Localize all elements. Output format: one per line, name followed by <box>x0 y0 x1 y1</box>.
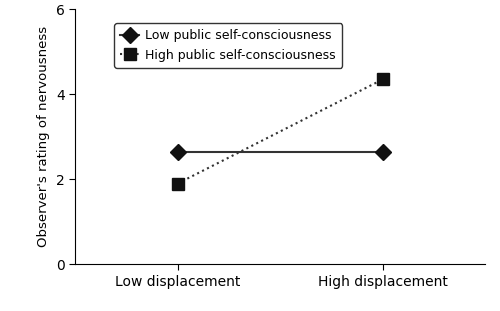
Low public self-consciousness <box>380 150 386 154</box>
Low public self-consciousness <box>174 150 180 154</box>
Legend: Low public self-consciousness, High public self-consciousness: Low public self-consciousness, High publ… <box>114 23 342 68</box>
High public self-consciousness <box>380 78 386 81</box>
Line: Low public self-consciousness: Low public self-consciousness <box>172 146 388 157</box>
High public self-consciousness <box>174 182 180 185</box>
Y-axis label: Observer's rating of nervousness: Observer's rating of nervousness <box>37 26 50 248</box>
Line: High public self-consciousness: High public self-consciousness <box>172 74 388 189</box>
